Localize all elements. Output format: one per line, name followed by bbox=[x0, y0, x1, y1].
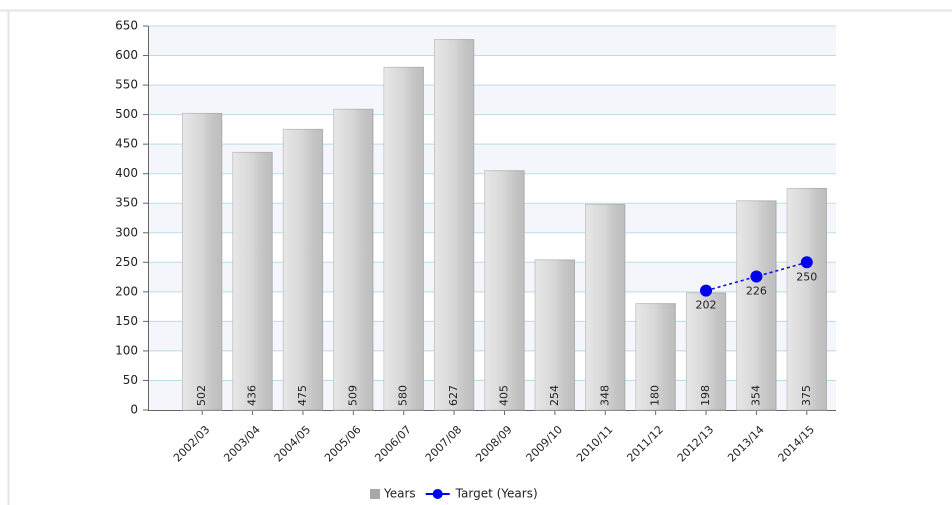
bar-value-label: 405 bbox=[498, 385, 511, 406]
bar-value-label: 627 bbox=[447, 385, 460, 406]
y-tick-label: 100 bbox=[115, 343, 138, 357]
grid-band bbox=[148, 26, 836, 56]
legend-dot bbox=[432, 489, 443, 499]
y-tick-label: 550 bbox=[115, 78, 138, 92]
bar-shine bbox=[787, 188, 827, 410]
grid-band bbox=[148, 85, 836, 115]
bar-shine bbox=[434, 39, 474, 410]
bar-value-label: 475 bbox=[296, 385, 309, 406]
point-value-label: 226 bbox=[746, 284, 767, 297]
target-point bbox=[750, 270, 763, 283]
point-value-label: 250 bbox=[796, 270, 817, 283]
y-tick-label: 600 bbox=[115, 48, 138, 62]
y-tick-label: 250 bbox=[115, 255, 138, 269]
bar-shine bbox=[182, 113, 222, 411]
y-tick-label: 300 bbox=[115, 225, 138, 239]
bar-value-label: 198 bbox=[699, 385, 712, 406]
point-value-label: 202 bbox=[696, 299, 717, 312]
bar-shine bbox=[283, 129, 323, 410]
y-tick-label: 650 bbox=[115, 19, 138, 33]
y-tick-label: 50 bbox=[123, 373, 138, 387]
legend-label: Target (Years) bbox=[455, 487, 538, 501]
bar-value-label: 502 bbox=[195, 385, 208, 406]
bar-value-label: 436 bbox=[246, 385, 259, 406]
bar-shine bbox=[585, 204, 625, 410]
bar-shine bbox=[636, 303, 676, 410]
bar-value-label: 348 bbox=[598, 385, 611, 406]
bar-shine bbox=[484, 170, 525, 410]
y-tick-label: 400 bbox=[115, 166, 138, 180]
bar-shine bbox=[686, 293, 726, 410]
bar-value-label: 375 bbox=[800, 385, 813, 406]
y-tick-label: 0 bbox=[130, 403, 138, 417]
bar-value-label: 254 bbox=[548, 385, 561, 406]
bar-shine bbox=[736, 200, 777, 410]
legend-swatch bbox=[370, 489, 380, 499]
target-point bbox=[700, 284, 713, 297]
bar-shine bbox=[535, 259, 575, 410]
bar-shine bbox=[333, 109, 373, 410]
y-tick-label: 450 bbox=[115, 137, 138, 151]
target-point bbox=[800, 256, 813, 269]
bar-value-label: 509 bbox=[346, 385, 359, 406]
y-tick-label: 500 bbox=[115, 107, 138, 121]
bar-value-label: 180 bbox=[649, 385, 662, 406]
y-tick-label: 150 bbox=[115, 314, 138, 328]
y-tick-label: 200 bbox=[115, 284, 138, 298]
bar-value-label: 580 bbox=[397, 385, 410, 406]
legend-label: Years bbox=[383, 487, 416, 501]
y-tick-label: 350 bbox=[115, 196, 138, 210]
bar-shine bbox=[232, 152, 273, 410]
bar-shine bbox=[384, 67, 424, 410]
bar-value-label: 354 bbox=[749, 385, 762, 406]
